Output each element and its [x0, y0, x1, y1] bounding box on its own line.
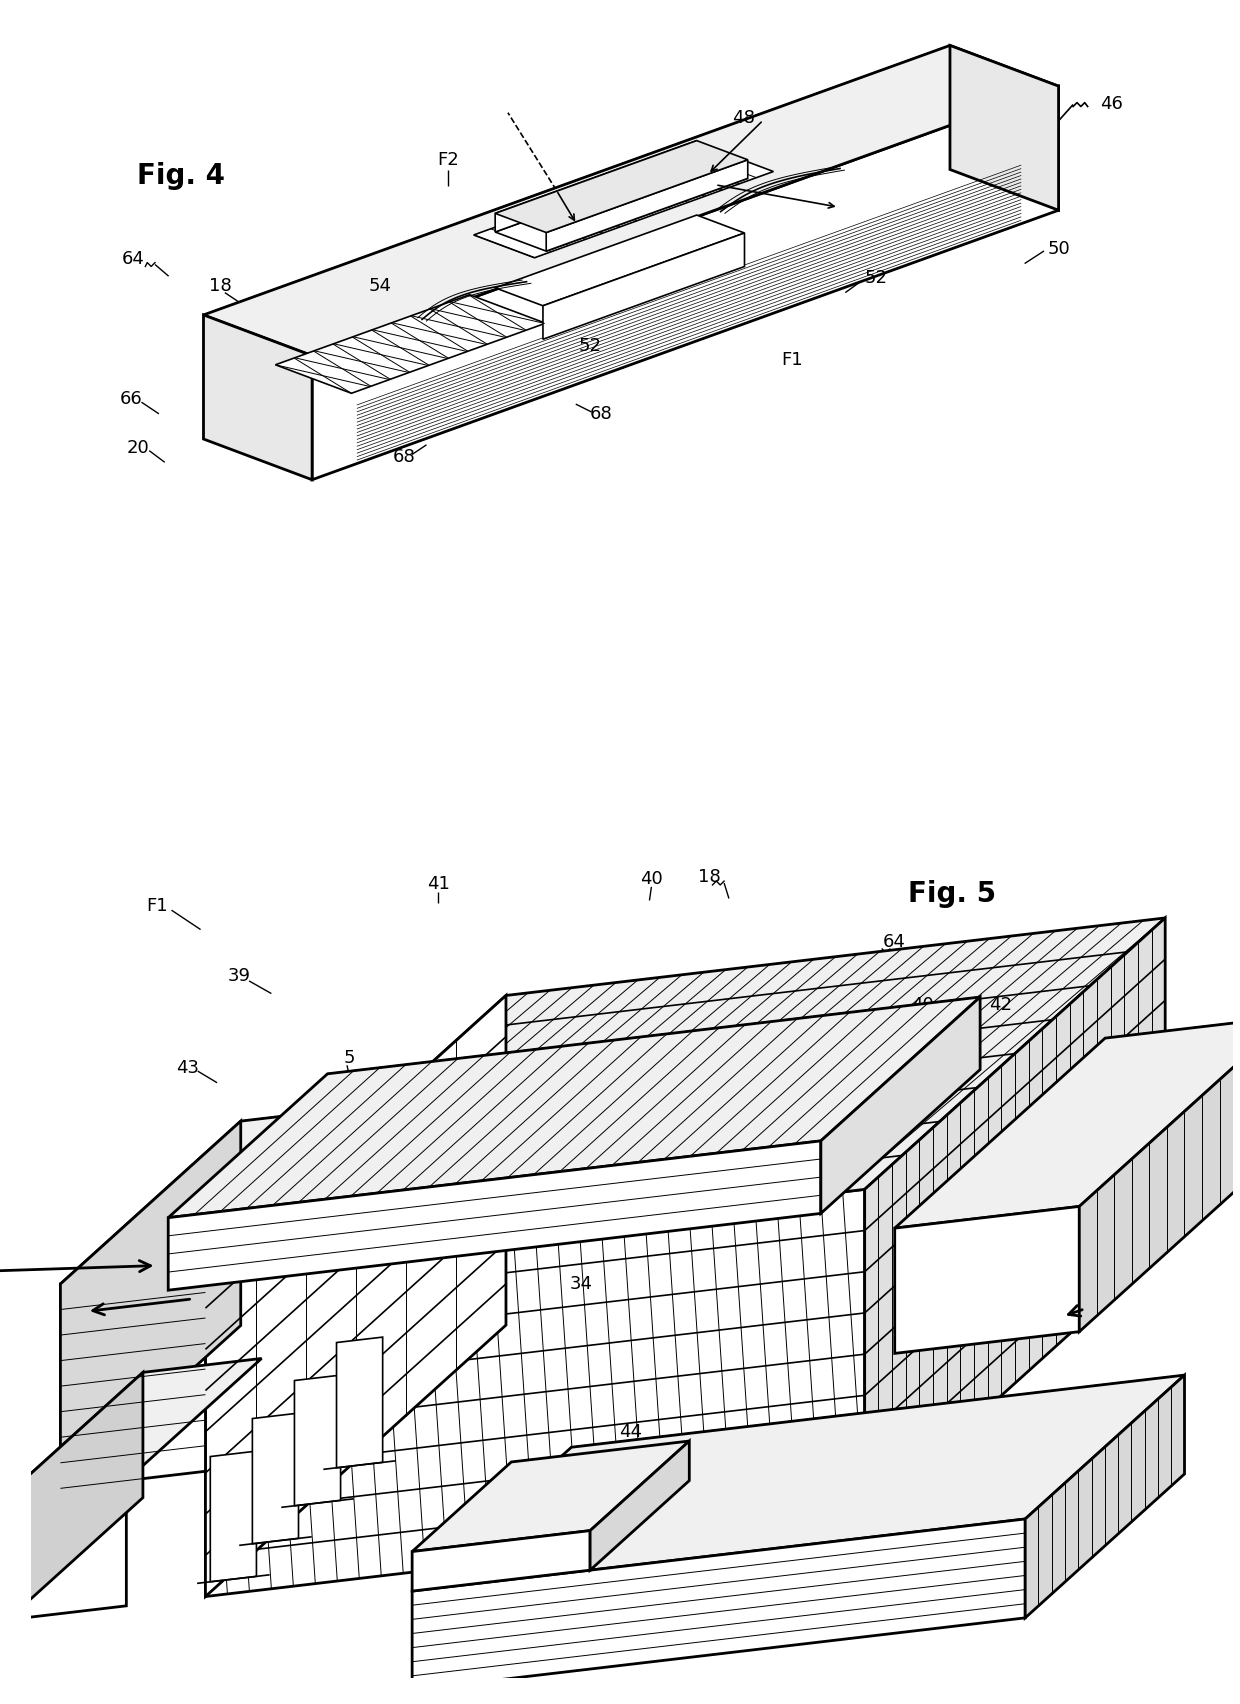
Polygon shape [821, 997, 980, 1213]
Polygon shape [206, 995, 506, 1597]
Polygon shape [211, 1452, 257, 1581]
Polygon shape [312, 87, 1059, 481]
Text: 50: 50 [1048, 240, 1070, 257]
Polygon shape [412, 1375, 1184, 1592]
Polygon shape [895, 1206, 1079, 1353]
Text: 20: 20 [340, 1249, 362, 1266]
Text: 66: 66 [260, 1123, 283, 1140]
Polygon shape [61, 1104, 386, 1285]
Text: 44: 44 [619, 1423, 641, 1440]
Polygon shape [590, 1442, 689, 1569]
Polygon shape [495, 158, 748, 250]
Text: 20: 20 [126, 438, 149, 457]
Polygon shape [412, 1442, 689, 1552]
Text: 10: 10 [277, 1205, 299, 1222]
Text: F1: F1 [146, 898, 167, 915]
Polygon shape [206, 1189, 864, 1597]
Polygon shape [61, 1121, 241, 1488]
Polygon shape [336, 1338, 383, 1467]
Polygon shape [1079, 1016, 1240, 1333]
Text: 64: 64 [122, 250, 144, 268]
Text: 34: 34 [570, 1275, 593, 1293]
Polygon shape [1105, 1016, 1240, 1164]
Polygon shape [412, 1518, 1025, 1690]
Polygon shape [61, 1266, 206, 1488]
Polygon shape [7, 1372, 143, 1621]
Text: F2: F2 [786, 1428, 807, 1445]
Polygon shape [543, 233, 744, 339]
Text: 18: 18 [698, 869, 720, 886]
Polygon shape [474, 148, 774, 257]
Text: 54: 54 [368, 276, 392, 295]
Text: F1: F1 [781, 351, 802, 370]
Polygon shape [864, 918, 1166, 1518]
Polygon shape [412, 1530, 590, 1592]
Text: Fig. 4: Fig. 4 [138, 162, 226, 191]
Text: 41: 41 [427, 874, 450, 893]
Text: 64: 64 [883, 934, 905, 951]
Text: 39: 39 [228, 968, 250, 985]
Polygon shape [7, 1358, 262, 1494]
Polygon shape [241, 1104, 386, 1326]
Polygon shape [7, 1481, 126, 1621]
Text: 5: 5 [343, 1050, 355, 1067]
Polygon shape [1025, 1375, 1184, 1617]
Polygon shape [294, 1375, 341, 1506]
Polygon shape [206, 918, 1166, 1266]
Polygon shape [950, 46, 1059, 210]
Text: 42: 42 [988, 997, 1012, 1014]
Polygon shape [495, 141, 697, 232]
Text: 66: 66 [119, 390, 143, 409]
Polygon shape [495, 215, 744, 305]
Text: 68: 68 [393, 448, 415, 467]
Text: 68: 68 [589, 406, 613, 423]
Text: 46: 46 [1100, 95, 1123, 112]
Polygon shape [203, 46, 950, 440]
Polygon shape [169, 997, 980, 1218]
Polygon shape [203, 315, 312, 481]
Polygon shape [546, 160, 748, 250]
Text: 52: 52 [864, 269, 888, 286]
Text: 40: 40 [640, 871, 662, 888]
Text: 52: 52 [579, 337, 601, 354]
Text: Fig. 5: Fig. 5 [908, 879, 996, 908]
Text: 40: 40 [911, 997, 934, 1014]
Text: 48: 48 [732, 109, 755, 128]
Polygon shape [203, 46, 1059, 356]
Text: 43: 43 [176, 1060, 200, 1077]
Polygon shape [895, 1016, 1240, 1229]
Polygon shape [275, 295, 546, 394]
Text: F2: F2 [436, 152, 459, 169]
Text: 18: 18 [208, 276, 232, 295]
Polygon shape [169, 1142, 821, 1290]
Polygon shape [495, 141, 748, 232]
Polygon shape [572, 1375, 1184, 1546]
Polygon shape [253, 1413, 299, 1544]
Polygon shape [327, 997, 980, 1147]
